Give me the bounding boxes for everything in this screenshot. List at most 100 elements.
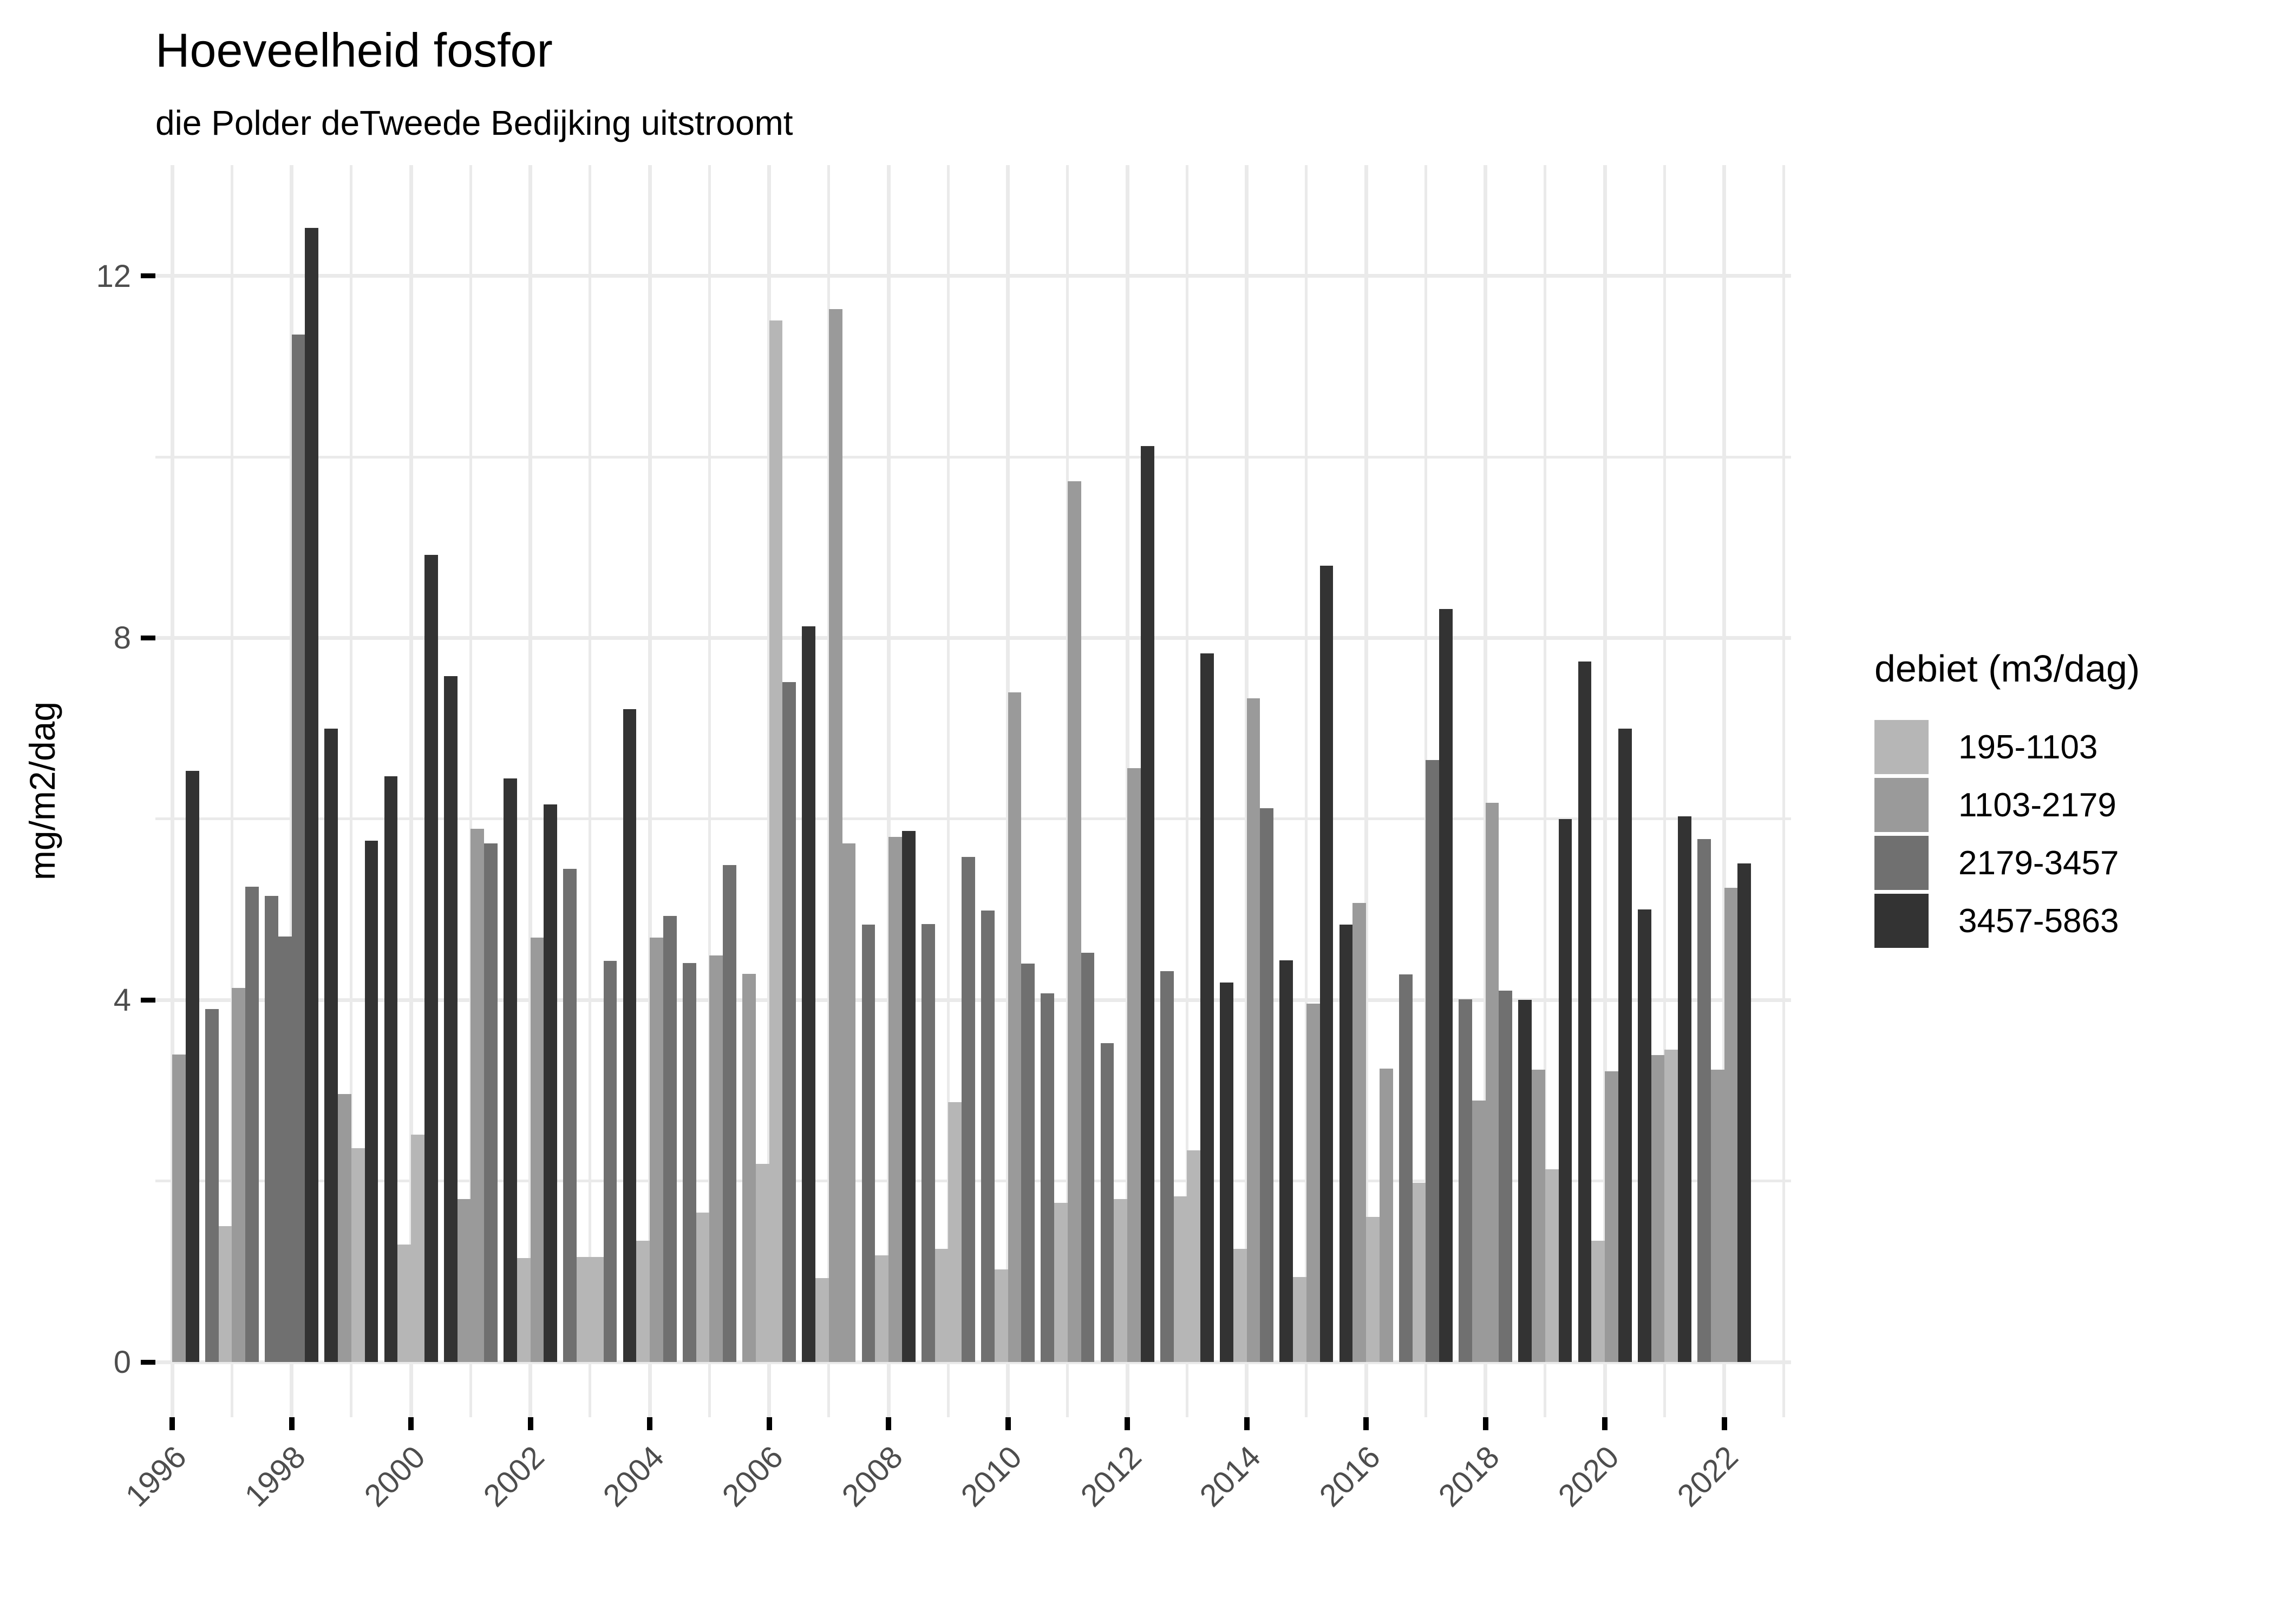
gridline-y-minor	[155, 817, 1791, 821]
bar-2010-slot1	[981, 910, 995, 1362]
x-tick	[886, 1417, 891, 1430]
bar-2004-slot4	[663, 915, 677, 1362]
bar-1997-slot1	[205, 1009, 219, 1362]
bar-2007-slot2	[815, 1278, 829, 1362]
legend-label: 195-1103	[1958, 728, 2098, 766]
bar-2020-slot3	[1605, 1071, 1618, 1362]
bar-2018-slot3	[1485, 802, 1499, 1362]
x-tick	[1721, 1417, 1727, 1430]
gridline-x-minor	[1544, 165, 1547, 1417]
x-tick-label: 2022	[1670, 1439, 1746, 1514]
x-tick-label: 2020	[1551, 1439, 1626, 1514]
bar-2017-slot4	[1439, 608, 1453, 1362]
bar-2015-slot4	[1319, 565, 1334, 1362]
y-tick	[141, 635, 155, 640]
bar-2013-slot2	[1173, 1196, 1187, 1362]
bar-2009-slot1	[921, 924, 935, 1362]
gridline-y-major	[155, 274, 1791, 278]
bar-2021-slot1	[1637, 909, 1651, 1362]
bar-2015-slot1	[1279, 960, 1293, 1362]
bar-2015-slot2	[1293, 1276, 1306, 1362]
bar-2006-slot3	[769, 320, 783, 1362]
bar-2012-slot3	[1127, 768, 1141, 1362]
y-tick	[141, 273, 155, 279]
x-tick	[1125, 1417, 1130, 1430]
x-tick-label: 2002	[476, 1439, 552, 1514]
x-tick	[647, 1417, 652, 1430]
bar-2011-slot2	[1054, 1202, 1068, 1362]
legend: debiet (m3/dag) 195-1103 1103-2179 2179-34…	[1874, 647, 2140, 952]
bar-2003-slot1	[563, 868, 577, 1362]
bar-1999-slot4	[364, 840, 378, 1362]
bar-2018-slot2	[1472, 1100, 1486, 1362]
bar-1998-slot2	[278, 937, 292, 1362]
bar-2008-slot1	[861, 925, 875, 1362]
bar-2022-slot3	[1724, 887, 1738, 1362]
chart-panel	[155, 165, 1791, 1417]
bar-2007-slot1	[802, 626, 815, 1362]
gridline-y-major	[155, 636, 1791, 640]
bar-2001-slot3	[471, 829, 484, 1362]
x-tick-label: 1996	[119, 1439, 193, 1514]
bar-2006-slot2	[755, 1163, 769, 1362]
bar-2016-slot2	[1352, 903, 1366, 1362]
bar-2017-slot2	[1412, 1182, 1426, 1362]
x-tick	[1363, 1417, 1369, 1430]
legend-title: debiet (m3/dag)	[1874, 647, 2140, 690]
bar-2014-slot4	[1260, 808, 1273, 1362]
legend-label: 1103-2179	[1958, 786, 2116, 824]
bar-2010-slot2	[994, 1269, 1008, 1362]
bar-2008-slot2	[875, 1255, 888, 1362]
bar-2013-slot4	[1200, 653, 1214, 1362]
bar-2013-slot3	[1187, 1150, 1200, 1362]
bar-2005-slot4	[723, 865, 736, 1362]
x-tick-label: 2012	[1074, 1439, 1148, 1514]
x-tick-label: 2014	[1193, 1439, 1268, 1514]
bar-2019-slot3	[1545, 1169, 1559, 1362]
x-tick-label: 2016	[1312, 1439, 1387, 1514]
gridline-x-minor	[589, 165, 592, 1417]
bar-2002-slot3	[530, 937, 544, 1362]
bar-1996-slot3	[172, 1054, 186, 1362]
bar-2004-slot1	[623, 709, 637, 1362]
bar-2002-slot1	[504, 778, 517, 1362]
gridline-y-minor	[155, 455, 1791, 459]
gridline-x-major	[409, 165, 413, 1417]
gridline-x-major	[648, 165, 652, 1417]
y-tick-label: 12	[96, 258, 131, 294]
bar-2003-slot3	[590, 1257, 604, 1362]
gridline-x-minor	[1663, 165, 1666, 1417]
y-tick	[141, 997, 155, 1003]
bar-2013-slot1	[1160, 971, 1174, 1362]
gridline-x-major	[1484, 165, 1487, 1417]
bar-2021-slot4	[1678, 816, 1691, 1362]
legend-row-2: 1103-2179	[1874, 778, 2140, 832]
bar-2011-slot4	[1081, 953, 1095, 1362]
bar-2001-slot1	[443, 676, 458, 1362]
bar-2015-slot3	[1306, 1003, 1320, 1362]
gridline-x-major	[1722, 165, 1726, 1417]
bar-1999-slot1	[324, 728, 338, 1362]
y-tick	[141, 1359, 155, 1365]
y-axis-title: mg/m2/dag	[22, 701, 62, 881]
bar-2005-slot3	[709, 955, 723, 1362]
bar-2008-slot3	[888, 837, 902, 1362]
bar-2009-slot2	[935, 1249, 949, 1362]
bar-2010-slot4	[1021, 964, 1035, 1362]
bar-2022-slot1	[1697, 839, 1711, 1362]
bar-2019-slot1	[1518, 1000, 1532, 1362]
bar-2000-slot2	[397, 1244, 411, 1362]
gridline-x-minor	[1305, 165, 1308, 1417]
bar-1996-slot4	[185, 771, 199, 1362]
gridline-x-minor	[469, 165, 472, 1417]
bar-2008-slot4	[901, 830, 916, 1362]
bar-2005-slot2	[696, 1213, 710, 1362]
x-tick	[527, 1417, 533, 1430]
gridline-x-minor	[350, 165, 353, 1417]
x-tick-label: 2004	[596, 1439, 671, 1514]
legend-key-swatch	[1874, 894, 1929, 948]
bar-2014-slot2	[1233, 1249, 1247, 1362]
bar-2007-slot3	[828, 309, 842, 1362]
bar-1998-slot4	[305, 227, 318, 1362]
